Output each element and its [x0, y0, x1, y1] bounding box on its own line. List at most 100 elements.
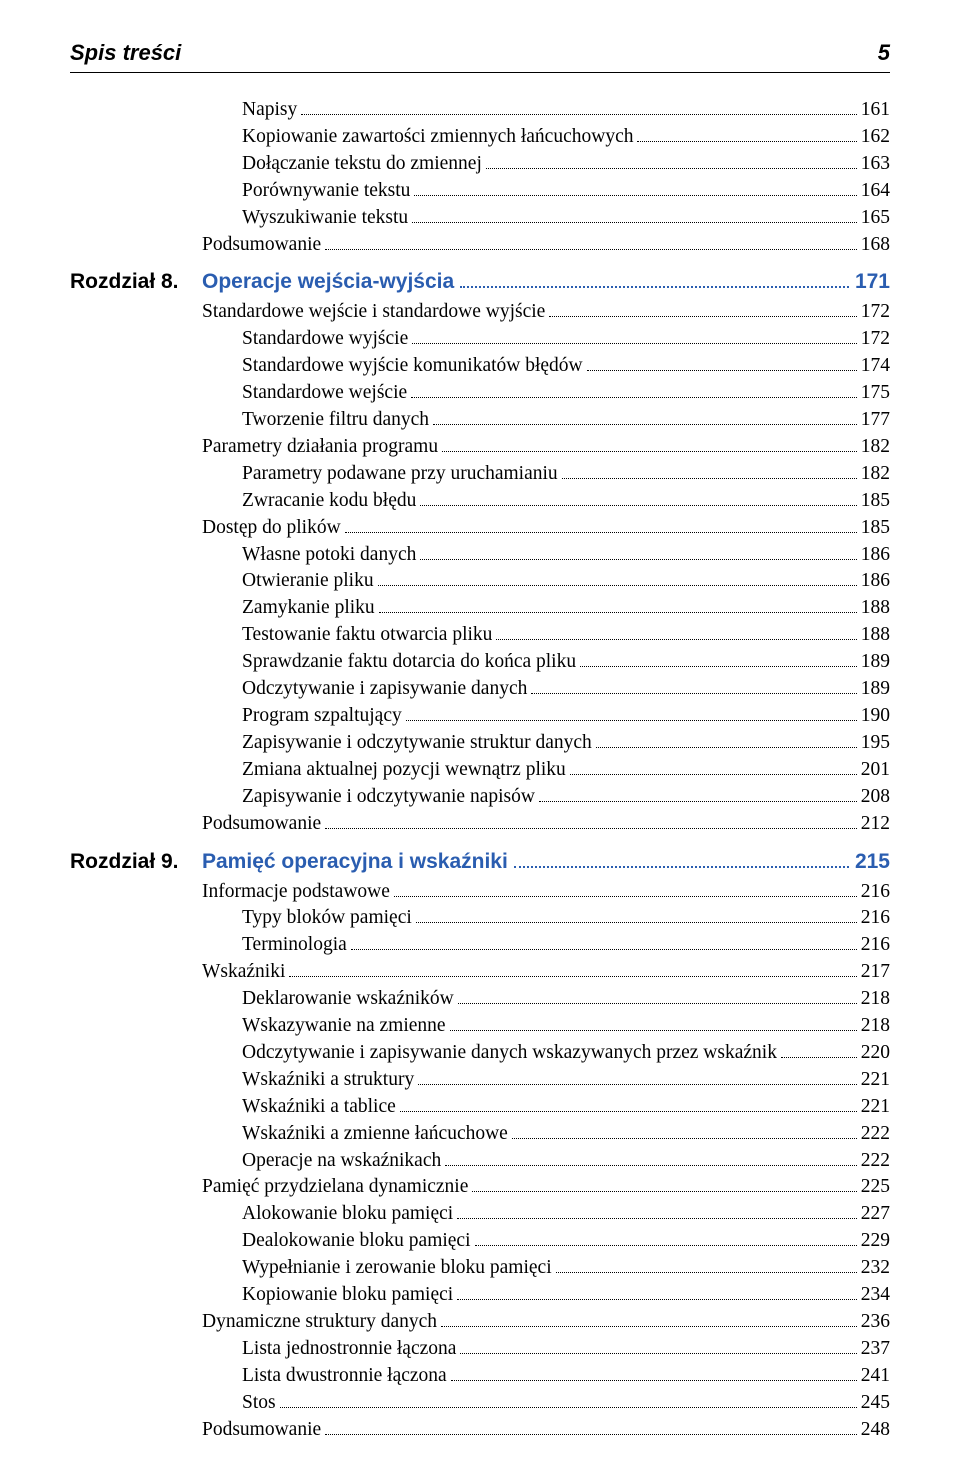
toc-entry-page-number: 221 — [861, 1067, 890, 1094]
toc-entry-page-number: 216 — [861, 932, 890, 959]
toc-entry: Deklarowanie wskaźników 218 — [70, 986, 890, 1013]
toc-entry-label: Podsumowanie — [202, 1417, 321, 1444]
dot-leader — [280, 1406, 857, 1408]
toc-entry: Dostęp do plików185 — [70, 515, 890, 542]
toc-entry: Wskaźniki a tablice221 — [70, 1094, 890, 1121]
toc-entry-label: Lista dwustronnie łączona — [242, 1363, 447, 1390]
header-title: Spis treści — [70, 40, 181, 66]
toc-entry: Stos245 — [70, 1390, 890, 1417]
toc-entry-label: Tworzenie filtru danych — [242, 407, 429, 434]
toc-entry-page-number: 186 — [861, 568, 890, 595]
toc-entry-page-number: 237 — [861, 1336, 890, 1363]
toc-entry: Standardowe wejście175 — [70, 380, 890, 407]
toc-entry-page-number: 165 — [861, 205, 890, 232]
toc-entry-page-number: 216 — [861, 905, 890, 932]
dot-leader — [570, 773, 857, 775]
toc-entry: Własne potoki danych 186 — [70, 542, 890, 569]
toc-entry-label: Odczytywanie i zapisywanie danych wskazy… — [242, 1040, 777, 1067]
dot-leader — [416, 921, 857, 923]
dot-leader — [394, 895, 857, 897]
toc-entry: Zamykanie pliku188 — [70, 595, 890, 622]
toc-entry-label: Parametry podawane przy uruchamianiu — [242, 461, 558, 488]
toc-entry-page-number: 227 — [861, 1201, 890, 1228]
toc-entry-page-number: 186 — [861, 542, 890, 569]
dot-leader — [445, 1164, 857, 1166]
toc-entry-label: Terminologia — [242, 932, 347, 959]
toc-entry-label: Dołączanie tekstu do zmiennej — [242, 151, 482, 178]
dot-leader — [301, 113, 857, 115]
dot-leader — [289, 975, 856, 977]
toc-entry: Zapisywanie i odczytywanie napisów 208 — [70, 784, 890, 811]
toc-entry-label: Własne potoki danych — [242, 542, 416, 569]
toc-entry-page-number: 189 — [861, 676, 890, 703]
dot-leader — [411, 396, 857, 398]
toc-entry-page-number: 168 — [861, 232, 890, 259]
toc-entry-label: Deklarowanie wskaźników — [242, 986, 454, 1013]
toc-entry: Podsumowanie 168 — [70, 232, 890, 259]
toc-entry-page-number: 182 — [861, 434, 890, 461]
toc-entry-label: Operacje na wskaźnikach — [242, 1148, 441, 1175]
dot-leader — [596, 746, 857, 748]
toc-entry: Standardowe wejście i standardowe wyjści… — [70, 299, 890, 326]
toc-entry: Wypełnianie i zerowanie bloku pamięci232 — [70, 1255, 890, 1282]
toc-entry-label: Odczytywanie i zapisywanie danych — [242, 676, 527, 703]
dot-leader — [414, 194, 856, 196]
dot-leader — [556, 1271, 857, 1273]
toc-entry: Napisy161 — [70, 97, 890, 124]
toc-entry-page-number: 201 — [861, 757, 890, 784]
toc-entry-label: Program szpaltujący — [242, 703, 402, 730]
toc-entry: Wskaźniki a struktury221 — [70, 1067, 890, 1094]
toc-entry-label: Zapisywanie i odczytywanie napisów — [242, 784, 535, 811]
dot-leader — [442, 450, 857, 452]
toc-entry: Zapisywanie i odczytywanie struktur dany… — [70, 730, 890, 757]
toc-entry: Dołączanie tekstu do zmiennej163 — [70, 151, 890, 178]
toc-entry: Terminologia 216 — [70, 932, 890, 959]
toc-entry: Tworzenie filtru danych177 — [70, 407, 890, 434]
toc-entry: Operacje na wskaźnikach 222 — [70, 1148, 890, 1175]
toc-entry-label: Porównywanie tekstu — [242, 178, 410, 205]
dot-leader — [460, 1352, 856, 1354]
page: Spis treści 5 Napisy161Kopiowanie zawart… — [0, 0, 960, 1484]
dot-leader — [549, 315, 856, 317]
toc-entry: Parametry podawane przy uruchamianiu182 — [70, 461, 890, 488]
toc-entry-page-number: 218 — [861, 1013, 890, 1040]
dot-leader — [325, 1433, 857, 1435]
toc-entry-label: Podsumowanie — [202, 811, 321, 838]
toc-entry: Dealokowanie bloku pamięci229 — [70, 1228, 890, 1255]
toc-entry-page-number: 216 — [861, 879, 890, 906]
toc-entry-label: Parametry działania programu — [202, 434, 438, 461]
dot-leader — [781, 1056, 857, 1058]
toc-entry: Kopiowanie bloku pamięci234 — [70, 1282, 890, 1309]
dot-leader — [475, 1244, 857, 1246]
chapter-title: Operacje wejścia-wyjścia — [202, 268, 454, 297]
toc-entry-page-number: 221 — [861, 1094, 890, 1121]
toc-entry-page-number: 188 — [861, 622, 890, 649]
toc-entry-label: Wypełnianie i zerowanie bloku pamięci — [242, 1255, 552, 1282]
dot-leader — [412, 221, 857, 223]
toc-entry-page-number: 208 — [861, 784, 890, 811]
toc-entry-page-number: 218 — [861, 986, 890, 1013]
toc-entry: Alokowanie bloku pamięci227 — [70, 1201, 890, 1228]
toc-entry-page-number: 185 — [861, 515, 890, 542]
dot-leader — [637, 140, 856, 142]
toc-entry: Standardowe wyjście komunikatów błędów17… — [70, 353, 890, 380]
toc-entry-page-number: 222 — [861, 1148, 890, 1175]
toc-entry-label: Kopiowanie bloku pamięci — [242, 1282, 453, 1309]
toc-entry-label: Lista jednostronnie łączona — [242, 1336, 456, 1363]
toc-entry-label: Podsumowanie — [202, 232, 321, 259]
toc-entry-label: Wskazywanie na zmienne — [242, 1013, 446, 1040]
toc-entry: Porównywanie tekstu 164 — [70, 178, 890, 205]
dot-leader — [514, 865, 849, 868]
table-of-contents: Napisy161Kopiowanie zawartości zmiennych… — [70, 97, 890, 1444]
toc-entry-page-number: 225 — [861, 1174, 890, 1201]
dot-leader — [420, 504, 856, 506]
dot-leader — [457, 1217, 857, 1219]
toc-entry-page-number: 164 — [861, 178, 890, 205]
toc-entry-page-number: 220 — [861, 1040, 890, 1067]
toc-entry: Wskaźniki217 — [70, 959, 890, 986]
toc-entry-page-number: 222 — [861, 1121, 890, 1148]
toc-entry: Parametry działania programu 182 — [70, 434, 890, 461]
toc-entry-page-number: 248 — [861, 1417, 890, 1444]
chapter-page-number: 215 — [855, 848, 890, 877]
toc-entry-label: Napisy — [242, 97, 297, 124]
